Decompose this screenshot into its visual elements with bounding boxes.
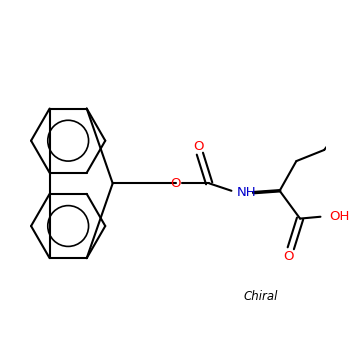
Text: Chiral: Chiral [244,290,278,303]
Text: O: O [193,140,203,153]
Text: O: O [170,177,181,190]
Text: OH: OH [330,210,350,223]
Text: NH: NH [237,186,257,199]
Text: O: O [284,250,294,263]
